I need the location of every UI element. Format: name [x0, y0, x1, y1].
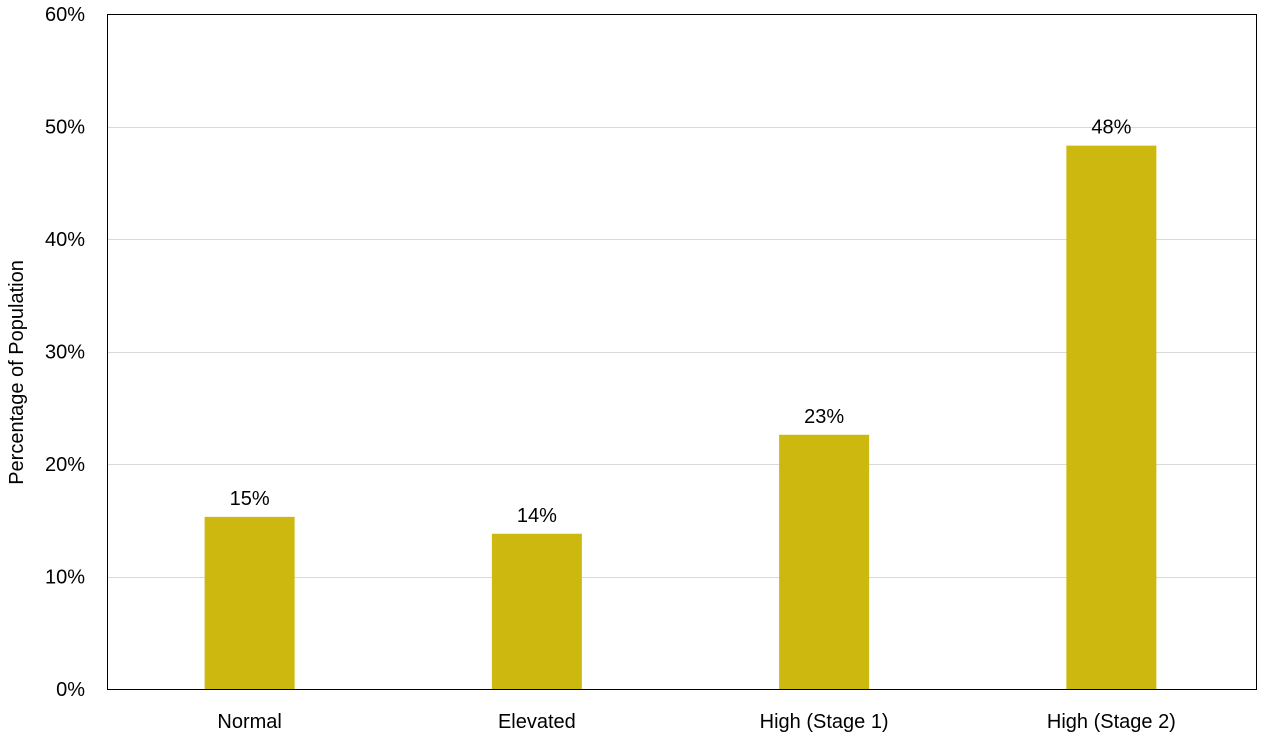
- plot-area-border: [107, 14, 1257, 690]
- bar-data-label: 23%: [804, 406, 844, 428]
- y-tick-label: 60%: [45, 4, 85, 26]
- bars: [204, 145, 1157, 689]
- bar-data-label: 14%: [517, 505, 557, 527]
- x-axis-category-labels: Normal Elevated High (Stage 1) High (Stage …: [217, 711, 1175, 733]
- y-tick-label: 30%: [45, 342, 85, 364]
- gridlines: [107, 127, 1256, 578]
- bar-data-label: 48%: [1091, 117, 1131, 139]
- bar-data-label: 15%: [230, 488, 270, 510]
- bar: [491, 533, 582, 689]
- y-tick-label: 0%: [56, 679, 85, 701]
- data-labels: 15% 14% 23% 48%: [230, 117, 1132, 527]
- x-category-label: Normal: [217, 711, 281, 733]
- x-category-label: High (Stage 1): [760, 711, 889, 733]
- y-tick-label: 40%: [45, 229, 85, 251]
- bar: [204, 516, 295, 689]
- y-axis-tick-labels: 0% 10% 20% 30% 40% 50% 60%: [45, 4, 85, 701]
- bar: [1066, 145, 1157, 689]
- y-tick-label: 20%: [45, 454, 85, 476]
- bar: [779, 434, 870, 689]
- y-axis-title: Percentage of Population: [6, 260, 28, 485]
- y-tick-label: 50%: [45, 117, 85, 139]
- y-tick-label: 10%: [45, 567, 85, 589]
- x-category-label: Elevated: [498, 711, 576, 733]
- x-category-label: High (Stage 2): [1047, 711, 1176, 733]
